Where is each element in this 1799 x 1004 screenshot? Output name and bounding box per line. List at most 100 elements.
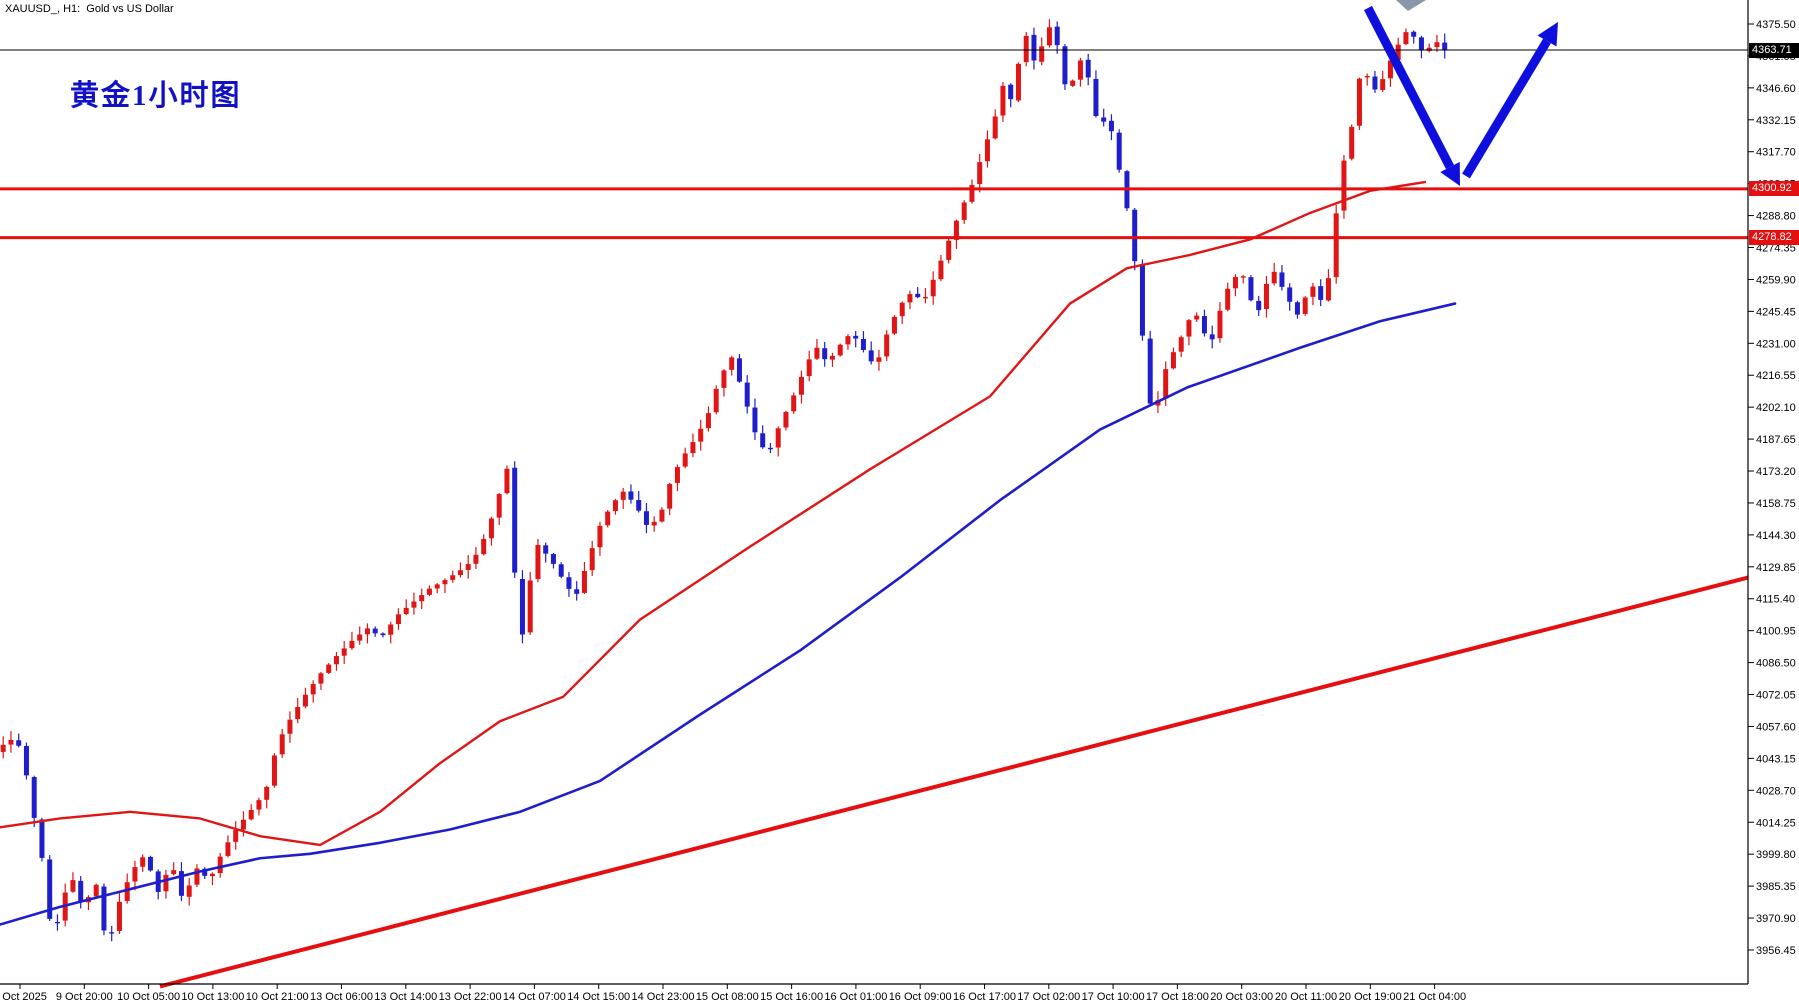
candle-bullish <box>682 453 688 467</box>
candle-bearish <box>372 628 378 634</box>
candle-bearish <box>628 491 634 500</box>
price-axis-label: 4057.60 <box>1756 721 1796 733</box>
candle-bearish <box>1116 132 1122 170</box>
price-axis-label: 3956.45 <box>1756 945 1796 957</box>
candle-bullish <box>240 819 246 830</box>
candle-bullish <box>124 882 130 902</box>
candle-bullish <box>70 880 76 892</box>
candle-bullish <box>1364 76 1370 78</box>
candle-bullish <box>140 857 146 867</box>
candle-bearish <box>1294 302 1300 315</box>
candle-bullish <box>535 544 541 579</box>
candle-bullish <box>527 580 533 633</box>
candle-bullish <box>186 885 192 897</box>
candle-bullish <box>233 830 239 842</box>
candle-bullish <box>388 624 394 635</box>
candle-bullish <box>1225 288 1231 310</box>
candle-bearish <box>1062 46 1068 85</box>
candle-bullish <box>814 347 820 359</box>
time-axis-label: 10 Oct 21:00 <box>246 991 309 1003</box>
candle-bullish <box>318 673 324 684</box>
candle-bullish <box>992 116 998 139</box>
candle-bullish <box>1070 80 1076 86</box>
candle-bullish <box>876 357 882 362</box>
candle-bearish <box>767 447 773 450</box>
candle-bullish <box>1000 85 1006 116</box>
price-axis-label: 4158.75 <box>1756 498 1796 510</box>
price-axis-label: 4216.55 <box>1756 370 1796 382</box>
candle-bearish <box>752 407 758 433</box>
candle-bullish <box>1325 278 1331 301</box>
candle-bullish <box>946 240 952 260</box>
price-axis-label: 4288.80 <box>1756 211 1796 223</box>
candle-bullish <box>426 588 432 595</box>
price-axis-label: 4100.95 <box>1756 626 1796 638</box>
time-axis-label: 15 Oct 08:00 <box>696 991 759 1003</box>
candle-bearish <box>109 932 115 934</box>
candle-bullish <box>930 279 936 297</box>
candle-bullish <box>171 870 177 875</box>
candle-bullish <box>1302 297 1308 314</box>
candle-bullish <box>721 370 727 388</box>
candle-bullish <box>791 395 797 412</box>
arrow-down-segment[interactable] <box>1364 5 1454 170</box>
candle-bullish <box>248 809 254 820</box>
support-price-marker[interactable]: 4278.82 <box>1749 230 1799 246</box>
candle-bearish <box>543 545 549 554</box>
price-axis-label: 3970.90 <box>1756 913 1796 925</box>
candle-bearish <box>519 579 525 635</box>
candle-bullish <box>1186 320 1192 337</box>
candle-bullish <box>0 744 6 752</box>
candle-bearish <box>574 589 580 594</box>
candle-bullish <box>1194 315 1200 320</box>
candle-bullish <box>667 483 673 509</box>
candle-bullish <box>1240 276 1246 278</box>
candle-bearish <box>1093 78 1099 116</box>
candle-bearish <box>1108 120 1114 132</box>
price-axis-label: 4086.50 <box>1756 658 1796 670</box>
candle-bullish <box>357 634 363 641</box>
candle-bullish <box>326 664 332 673</box>
candle-bullish <box>1380 79 1386 90</box>
price-axis-label: 4144.30 <box>1756 530 1796 542</box>
slow-ma-blue-line[interactable] <box>0 302 1457 926</box>
candle-bullish <box>620 491 626 500</box>
candle-bullish <box>450 575 456 580</box>
candle-bearish <box>147 856 153 871</box>
arrowhead-up-icon <box>1537 22 1558 47</box>
time-axis-label: 21 Oct 04:00 <box>1403 991 1466 1003</box>
candle-bearish <box>101 886 107 931</box>
candle-bearish <box>1101 117 1107 122</box>
ascending-trendline[interactable] <box>159 575 1749 989</box>
price-axis-label: 4317.70 <box>1756 147 1796 159</box>
candle-bearish <box>915 293 921 298</box>
candle-bullish <box>473 554 479 564</box>
arrow-up-segment[interactable] <box>1462 38 1551 179</box>
time-axis-label: 17 Oct 10:00 <box>1082 991 1145 1003</box>
candle-bullish <box>465 564 471 570</box>
candle-bullish <box>1039 46 1045 62</box>
price-axis-label: 4332.15 <box>1756 115 1796 127</box>
forecast-arrow[interactable] <box>1364 5 1558 186</box>
candle-bearish <box>1279 272 1285 287</box>
candle-bullish <box>116 901 122 931</box>
fast-ma-red-line[interactable] <box>0 180 1427 847</box>
time-axis-label: 13 Oct 22:00 <box>439 991 502 1003</box>
price-axis-label: 4202.10 <box>1756 402 1796 414</box>
time-axis-label: 20 Oct 11:00 <box>1275 991 1337 1003</box>
candle-bearish <box>512 467 518 573</box>
time-axis-label: 17 Oct 18:00 <box>1146 991 1209 1003</box>
candle-bullish <box>395 614 401 625</box>
candle-bearish <box>47 859 53 919</box>
candle-bearish <box>1287 287 1293 302</box>
price-axis-label: 4375.50 <box>1756 19 1796 31</box>
candle-bullish <box>899 302 905 317</box>
candle-bullish <box>605 511 611 526</box>
candle-bearish <box>1248 277 1254 301</box>
candle-bullish <box>403 607 409 615</box>
resistance-price-marker[interactable]: 4300.92 <box>1749 181 1799 197</box>
candle-bullish <box>698 428 704 442</box>
candle-bearish <box>1085 59 1091 78</box>
